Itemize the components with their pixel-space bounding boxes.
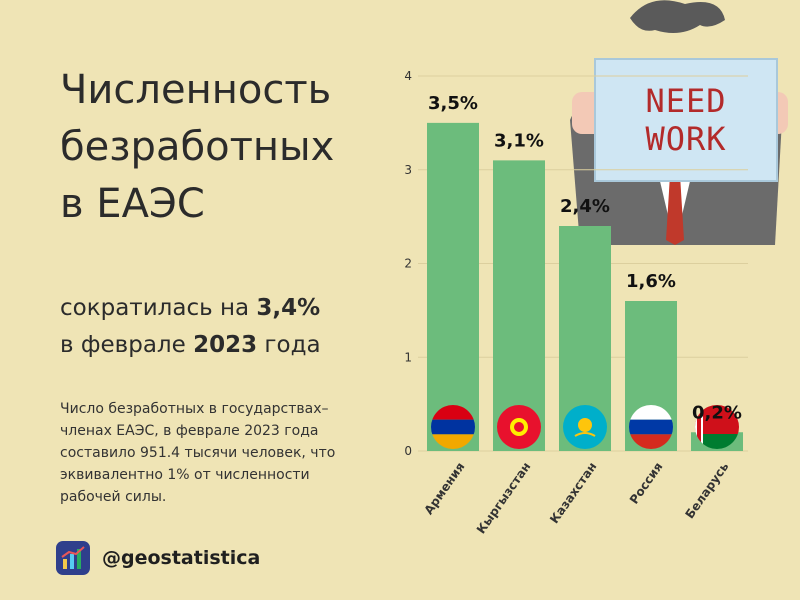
y-tick-label: 3 xyxy=(404,163,412,177)
kyrgyzstan-flag-icon xyxy=(497,405,541,449)
value-label-4: 0,2% xyxy=(692,402,742,423)
subtitle-post: года xyxy=(257,332,321,358)
y-tick-label: 0 xyxy=(404,444,412,458)
description-note: Число безработных в государствах– членах… xyxy=(60,398,375,508)
category-label-0: Армения xyxy=(421,460,467,517)
note-line-2: членах ЕАЭС, в феврале 2023 года xyxy=(60,423,319,439)
value-label-3: 1,6% xyxy=(626,271,676,292)
russia-flag-icon xyxy=(629,405,673,449)
y-tick-label: 1 xyxy=(404,350,412,364)
category-label-2: Казахстан xyxy=(547,460,599,526)
note-line-5: рабочей силы. xyxy=(60,489,167,505)
brand: @geostatistica xyxy=(56,540,260,576)
value-label-0: 3,5% xyxy=(428,93,478,114)
note-line-1: Число безработных в государствах– xyxy=(60,401,329,417)
note-line-3: составило 951.4 тысячи человек, что xyxy=(60,445,336,461)
chart-title: Численность безработных в ЕАЭС xyxy=(60,62,390,233)
brand-handle: @geostatistica xyxy=(102,547,261,569)
title-line-2: безработных xyxy=(60,124,335,170)
subtitle-line-2: в феврале 2023 года xyxy=(60,327,390,364)
value-label-1: 3,1% xyxy=(494,130,544,151)
y-tick-label: 2 xyxy=(404,257,412,271)
geostatistica-logo-icon xyxy=(56,541,90,575)
subtitle: сократилась на 3,4% в феврале 2023 года xyxy=(60,290,390,364)
note-line-4: эквивалентно 1% от численности xyxy=(60,467,310,483)
value-label-2: 2,4% xyxy=(560,196,610,217)
title-line-3: в ЕАЭС xyxy=(60,181,205,227)
title-line-1: Численность xyxy=(60,67,332,113)
bar-1 xyxy=(493,160,545,451)
subtitle-mid: в феврале xyxy=(60,332,194,358)
subtitle-percent: 3,4% xyxy=(256,295,321,321)
sign-line-1: NEED xyxy=(645,82,727,120)
armenia-flag-icon xyxy=(431,405,475,449)
bar-0 xyxy=(427,122,479,451)
need-work-sign: NEED WORK xyxy=(594,58,778,182)
subtitle-line-1: сократилась на 3,4% xyxy=(60,290,390,327)
y-tick-label: 4 xyxy=(404,69,412,83)
subtitle-pre: сократилась на xyxy=(60,295,257,321)
category-label-4: Беларусь xyxy=(683,459,732,521)
subtitle-year: 2023 xyxy=(193,332,258,358)
category-label-1: Кыргызстан xyxy=(474,460,534,537)
sign-line-2: WORK xyxy=(645,120,727,158)
category-label-3: Россия xyxy=(627,460,666,507)
kazakhstan-flag-icon xyxy=(563,405,607,449)
